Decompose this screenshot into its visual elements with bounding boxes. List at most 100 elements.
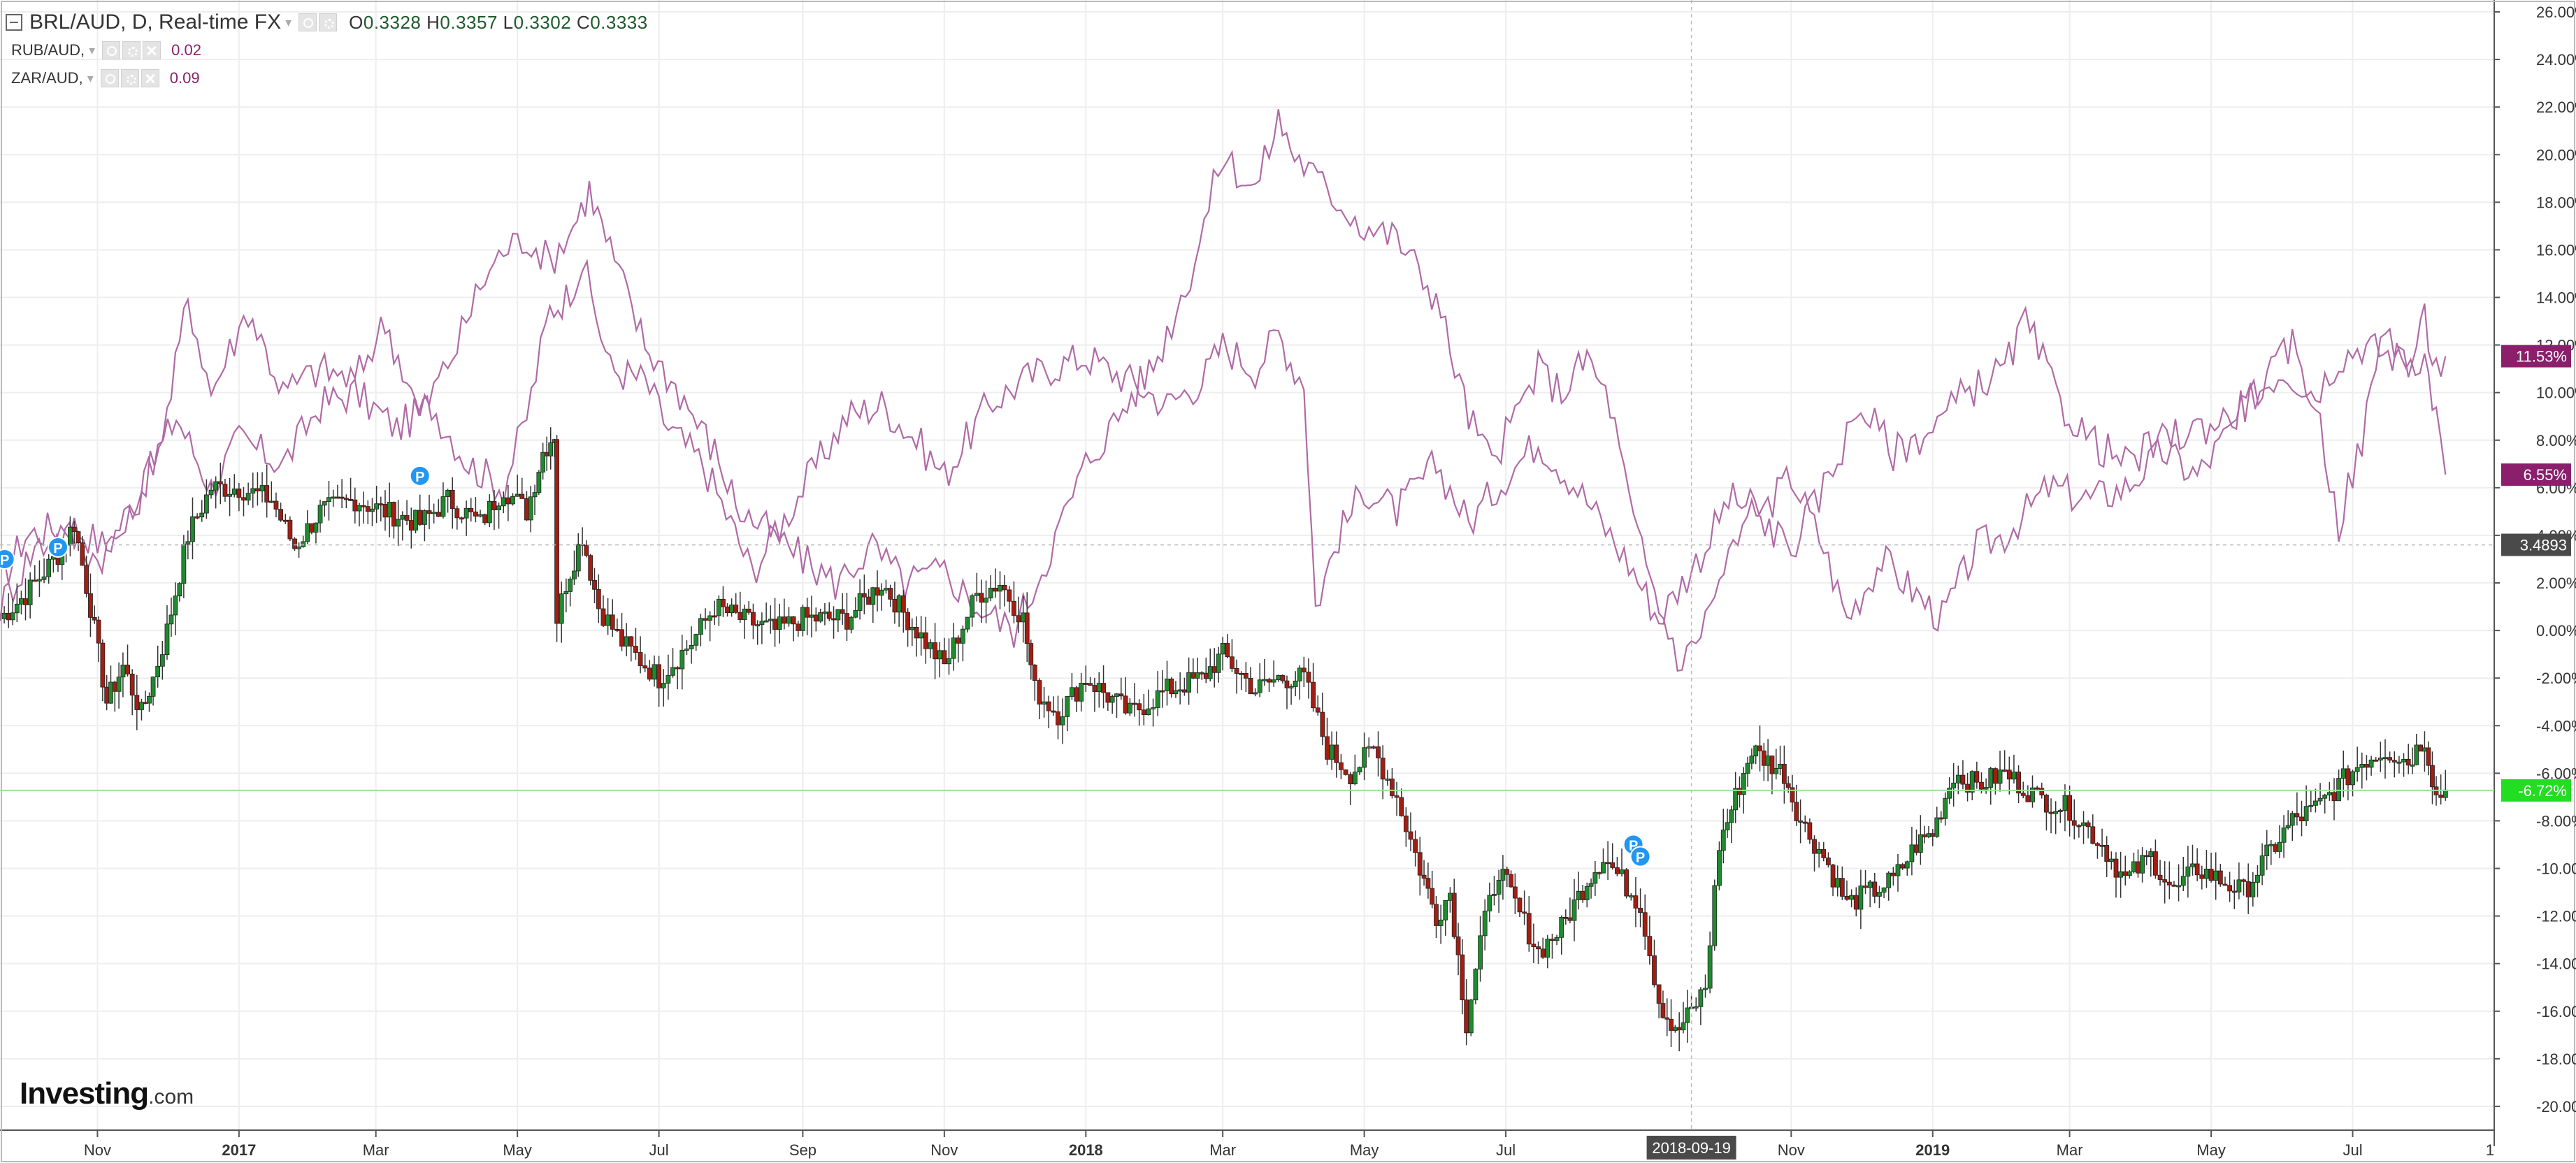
main-symbol-label[interactable]: BRL/AUD, D, Real-time FX bbox=[29, 10, 282, 34]
candle-up bbox=[1988, 768, 1994, 788]
y-tick-label: 16.00% bbox=[2536, 241, 2576, 259]
candle-up bbox=[2368, 759, 2374, 768]
candle-down bbox=[1930, 833, 1936, 837]
candle-up bbox=[1065, 696, 1070, 717]
candle-down bbox=[1785, 783, 1791, 788]
x-tick-label: May bbox=[1350, 1141, 1379, 1159]
candle-up bbox=[1741, 773, 1746, 795]
collapse-legend-icon[interactable] bbox=[6, 14, 22, 31]
candle-up bbox=[268, 500, 274, 503]
candle-down bbox=[1464, 999, 1469, 1034]
candle-down bbox=[391, 502, 396, 527]
candle-up bbox=[2127, 871, 2132, 876]
candle-down bbox=[610, 614, 615, 630]
candle-up bbox=[2410, 764, 2415, 767]
x-tick-label: May bbox=[503, 1141, 532, 1159]
eye-icon[interactable] bbox=[298, 13, 317, 31]
compare-symbol-rub[interactable]: RUB/AUD, bbox=[11, 41, 85, 59]
candle-down bbox=[1343, 769, 1348, 775]
candle-up bbox=[1881, 887, 1887, 893]
candle-down bbox=[1348, 774, 1353, 785]
candle-up bbox=[1559, 916, 1564, 938]
candle-up bbox=[305, 523, 310, 542]
candle-up bbox=[563, 591, 569, 595]
eye-icon[interactable] bbox=[102, 41, 121, 59]
close-icon[interactable] bbox=[143, 41, 161, 59]
candle-up bbox=[998, 584, 1002, 592]
candle-down bbox=[1199, 672, 1204, 674]
y-tick-label: -12.00% bbox=[2536, 908, 2576, 925]
compare-symbol-zar[interactable]: ZAR/AUD, bbox=[11, 69, 83, 87]
candle-down bbox=[1844, 896, 1850, 900]
y-tick-label: -8.00% bbox=[2536, 812, 2576, 830]
candle-up bbox=[1707, 945, 1713, 989]
candle-down bbox=[2085, 822, 2091, 828]
candle-up bbox=[1849, 895, 1855, 900]
candle-down bbox=[875, 587, 880, 596]
candle-up bbox=[2057, 810, 2063, 812]
candle-down bbox=[1605, 862, 1611, 865]
gear-icon[interactable] bbox=[122, 41, 141, 59]
gear-icon[interactable] bbox=[120, 69, 139, 87]
candle-down bbox=[796, 623, 801, 631]
candle-down bbox=[404, 515, 410, 521]
candle-down bbox=[1992, 768, 1998, 784]
eye-icon[interactable] bbox=[100, 69, 119, 87]
candle-down bbox=[505, 497, 511, 505]
candle-down bbox=[703, 618, 708, 621]
candle-down bbox=[2166, 881, 2172, 886]
candle-up bbox=[331, 496, 336, 499]
candle-up bbox=[2118, 871, 2124, 878]
candle-up bbox=[1909, 844, 1915, 862]
candle-down bbox=[287, 519, 293, 540]
candle-up bbox=[1262, 679, 1267, 681]
candle-up bbox=[1042, 701, 1046, 705]
candle-up bbox=[1717, 850, 1722, 886]
chevron-down-icon[interactable]: ▾ bbox=[285, 15, 292, 29]
candle-up bbox=[203, 494, 209, 514]
chevron-down-icon[interactable]: ▾ bbox=[89, 43, 96, 57]
candle-up bbox=[652, 664, 657, 680]
price-tag-crosshair-bg bbox=[2501, 533, 2571, 556]
candle-down bbox=[1647, 936, 1653, 956]
candle-down bbox=[1610, 862, 1616, 868]
candle-down bbox=[1509, 874, 1513, 888]
candle-up bbox=[1745, 763, 1750, 774]
candle-up bbox=[199, 512, 205, 518]
candle-up bbox=[1155, 690, 1160, 708]
x-tick-label: Nov bbox=[1778, 1141, 1805, 1159]
candle-up bbox=[1628, 895, 1634, 897]
candle-up bbox=[1500, 869, 1506, 881]
candle-down bbox=[2331, 792, 2337, 802]
candle-down bbox=[222, 484, 228, 497]
candle-down bbox=[2157, 874, 2163, 880]
candle-down bbox=[2016, 772, 2021, 794]
candle-down bbox=[2345, 768, 2351, 786]
candle-up bbox=[2259, 855, 2265, 876]
candle-up bbox=[2340, 768, 2346, 779]
candle-down bbox=[831, 618, 836, 621]
candle-up bbox=[41, 576, 47, 580]
candle-up bbox=[1554, 937, 1560, 941]
candle-down bbox=[1088, 683, 1093, 686]
gear-icon[interactable] bbox=[319, 13, 338, 31]
candle-up bbox=[1720, 830, 1726, 851]
candle-down bbox=[482, 514, 488, 523]
candle-up bbox=[1934, 817, 1940, 837]
candle-up bbox=[1601, 862, 1606, 874]
candle-down bbox=[1455, 936, 1461, 955]
candle-up bbox=[800, 607, 805, 631]
candle-up bbox=[2289, 813, 2295, 826]
candle-down bbox=[1642, 912, 1648, 937]
candle-up bbox=[965, 616, 970, 630]
close-icon[interactable] bbox=[141, 69, 159, 87]
chevron-down-icon[interactable]: ▾ bbox=[87, 71, 94, 85]
candle-down bbox=[2071, 820, 2077, 826]
candle-up bbox=[1096, 683, 1102, 692]
candle-up bbox=[296, 547, 302, 549]
price-tag-zar-bg bbox=[2501, 345, 2571, 368]
candle-down bbox=[1376, 746, 1381, 758]
candle-down bbox=[725, 606, 730, 614]
